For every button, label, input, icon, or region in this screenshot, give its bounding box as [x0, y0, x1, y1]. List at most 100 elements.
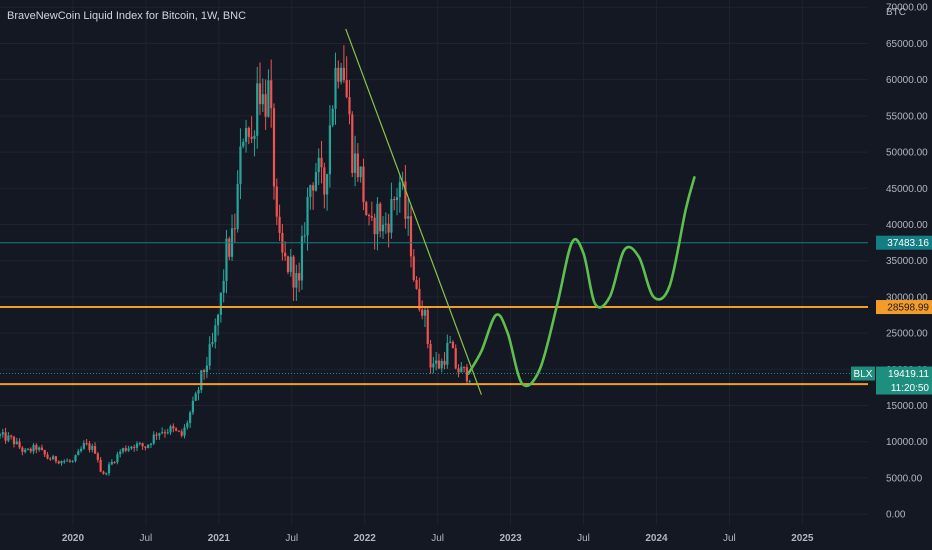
candle-body — [468, 380, 471, 382]
price-level-tag-label: 28598.99 — [887, 303, 929, 314]
candle-body — [32, 445, 35, 452]
candle-body — [328, 125, 332, 175]
candle-body — [10, 435, 13, 437]
candle-body — [77, 451, 80, 456]
candle-body — [63, 461, 66, 463]
candle-body — [398, 182, 401, 198]
candle-body — [267, 80, 270, 117]
candle-body — [93, 446, 97, 454]
candle-body — [40, 447, 44, 451]
candle-body — [449, 341, 452, 343]
candle-body — [384, 223, 387, 225]
candle-body — [71, 460, 74, 462]
y-tick-label: 35000.00 — [886, 256, 928, 267]
candle-body — [144, 446, 147, 448]
candle-body — [155, 434, 158, 436]
candle-body — [356, 153, 359, 178]
candle-body — [312, 185, 315, 191]
symbol-tag — [851, 366, 875, 381]
candle-body — [102, 471, 105, 474]
candle-body — [189, 412, 192, 423]
candle-body — [465, 367, 469, 382]
candle-body — [191, 400, 195, 413]
price-level-tag — [876, 300, 932, 315]
candle-body — [365, 202, 368, 216]
y-tick-label: 5000.00 — [886, 473, 923, 484]
candle-body — [15, 441, 18, 445]
candle-body — [130, 446, 133, 449]
candle-body — [247, 127, 250, 137]
candle-body — [239, 146, 242, 185]
candle-body — [99, 459, 102, 472]
candle-body — [169, 426, 172, 433]
chart-title: BraveNewCoin Liquid Index for Bitcoin, 1… — [7, 10, 247, 22]
candle-body — [351, 114, 354, 173]
candle-body — [216, 314, 220, 326]
x-tick-label: 2024 — [645, 533, 668, 544]
candle-body — [133, 446, 136, 448]
candle-body — [228, 238, 231, 257]
candle-body — [211, 342, 214, 345]
candle-body — [68, 460, 71, 462]
candle-body — [275, 186, 278, 217]
candle-body — [429, 344, 432, 368]
candle-body — [409, 216, 413, 257]
candle-body — [367, 215, 371, 217]
candle-body — [163, 432, 167, 434]
candle-body — [124, 448, 127, 451]
candle-body — [457, 368, 460, 373]
candle-body — [49, 458, 52, 460]
x-tick-label: 2023 — [499, 533, 522, 544]
candle-body — [323, 167, 326, 195]
candle-body — [161, 432, 164, 434]
candle-body — [339, 67, 343, 82]
candle-body — [454, 348, 457, 369]
candle-body — [387, 223, 390, 233]
candle-body — [418, 288, 421, 310]
candle-body — [451, 341, 455, 349]
candle-body — [379, 203, 382, 232]
candle-body — [24, 449, 27, 452]
candle-body — [289, 256, 292, 272]
candle-body — [219, 292, 222, 315]
candle-body — [390, 199, 393, 233]
candle-body — [158, 433, 161, 436]
y-tick-label: 0.00 — [886, 510, 906, 521]
y-tick-label: 70000.00 — [886, 3, 928, 14]
countdown-label: 11:20:50 — [891, 383, 930, 394]
price-level-tag-label: 37483.16 — [887, 238, 929, 249]
candle-body — [4, 432, 7, 441]
candle-body — [35, 445, 38, 450]
candle-body — [88, 443, 91, 450]
candle-body — [172, 426, 175, 429]
y-tick-label: 15000.00 — [886, 401, 928, 412]
candle-body — [138, 443, 141, 445]
candle-body — [200, 370, 203, 390]
y-tick-label: 40000.00 — [886, 220, 928, 231]
candle-body — [54, 456, 58, 462]
candle-body — [337, 67, 340, 82]
candle-body — [82, 443, 85, 449]
candle-body — [149, 443, 153, 445]
candle-body — [1, 432, 4, 435]
candle-body — [57, 461, 60, 464]
candle-body — [258, 83, 262, 105]
candle-body — [141, 443, 144, 447]
candle-body — [85, 443, 88, 445]
trendline — [345, 28, 482, 395]
candle-body — [127, 448, 130, 451]
candle-body — [370, 216, 373, 218]
candle-body — [423, 309, 427, 316]
current-price-tag — [876, 366, 932, 395]
candle-body — [326, 174, 329, 195]
candle-body — [426, 309, 429, 345]
x-tick-label: Jul — [285, 533, 298, 544]
y-tick-label: 10000.00 — [886, 437, 928, 448]
candle-body — [437, 360, 441, 369]
candle-body — [463, 366, 466, 368]
candle-body — [303, 235, 306, 237]
candle-body — [314, 172, 318, 191]
